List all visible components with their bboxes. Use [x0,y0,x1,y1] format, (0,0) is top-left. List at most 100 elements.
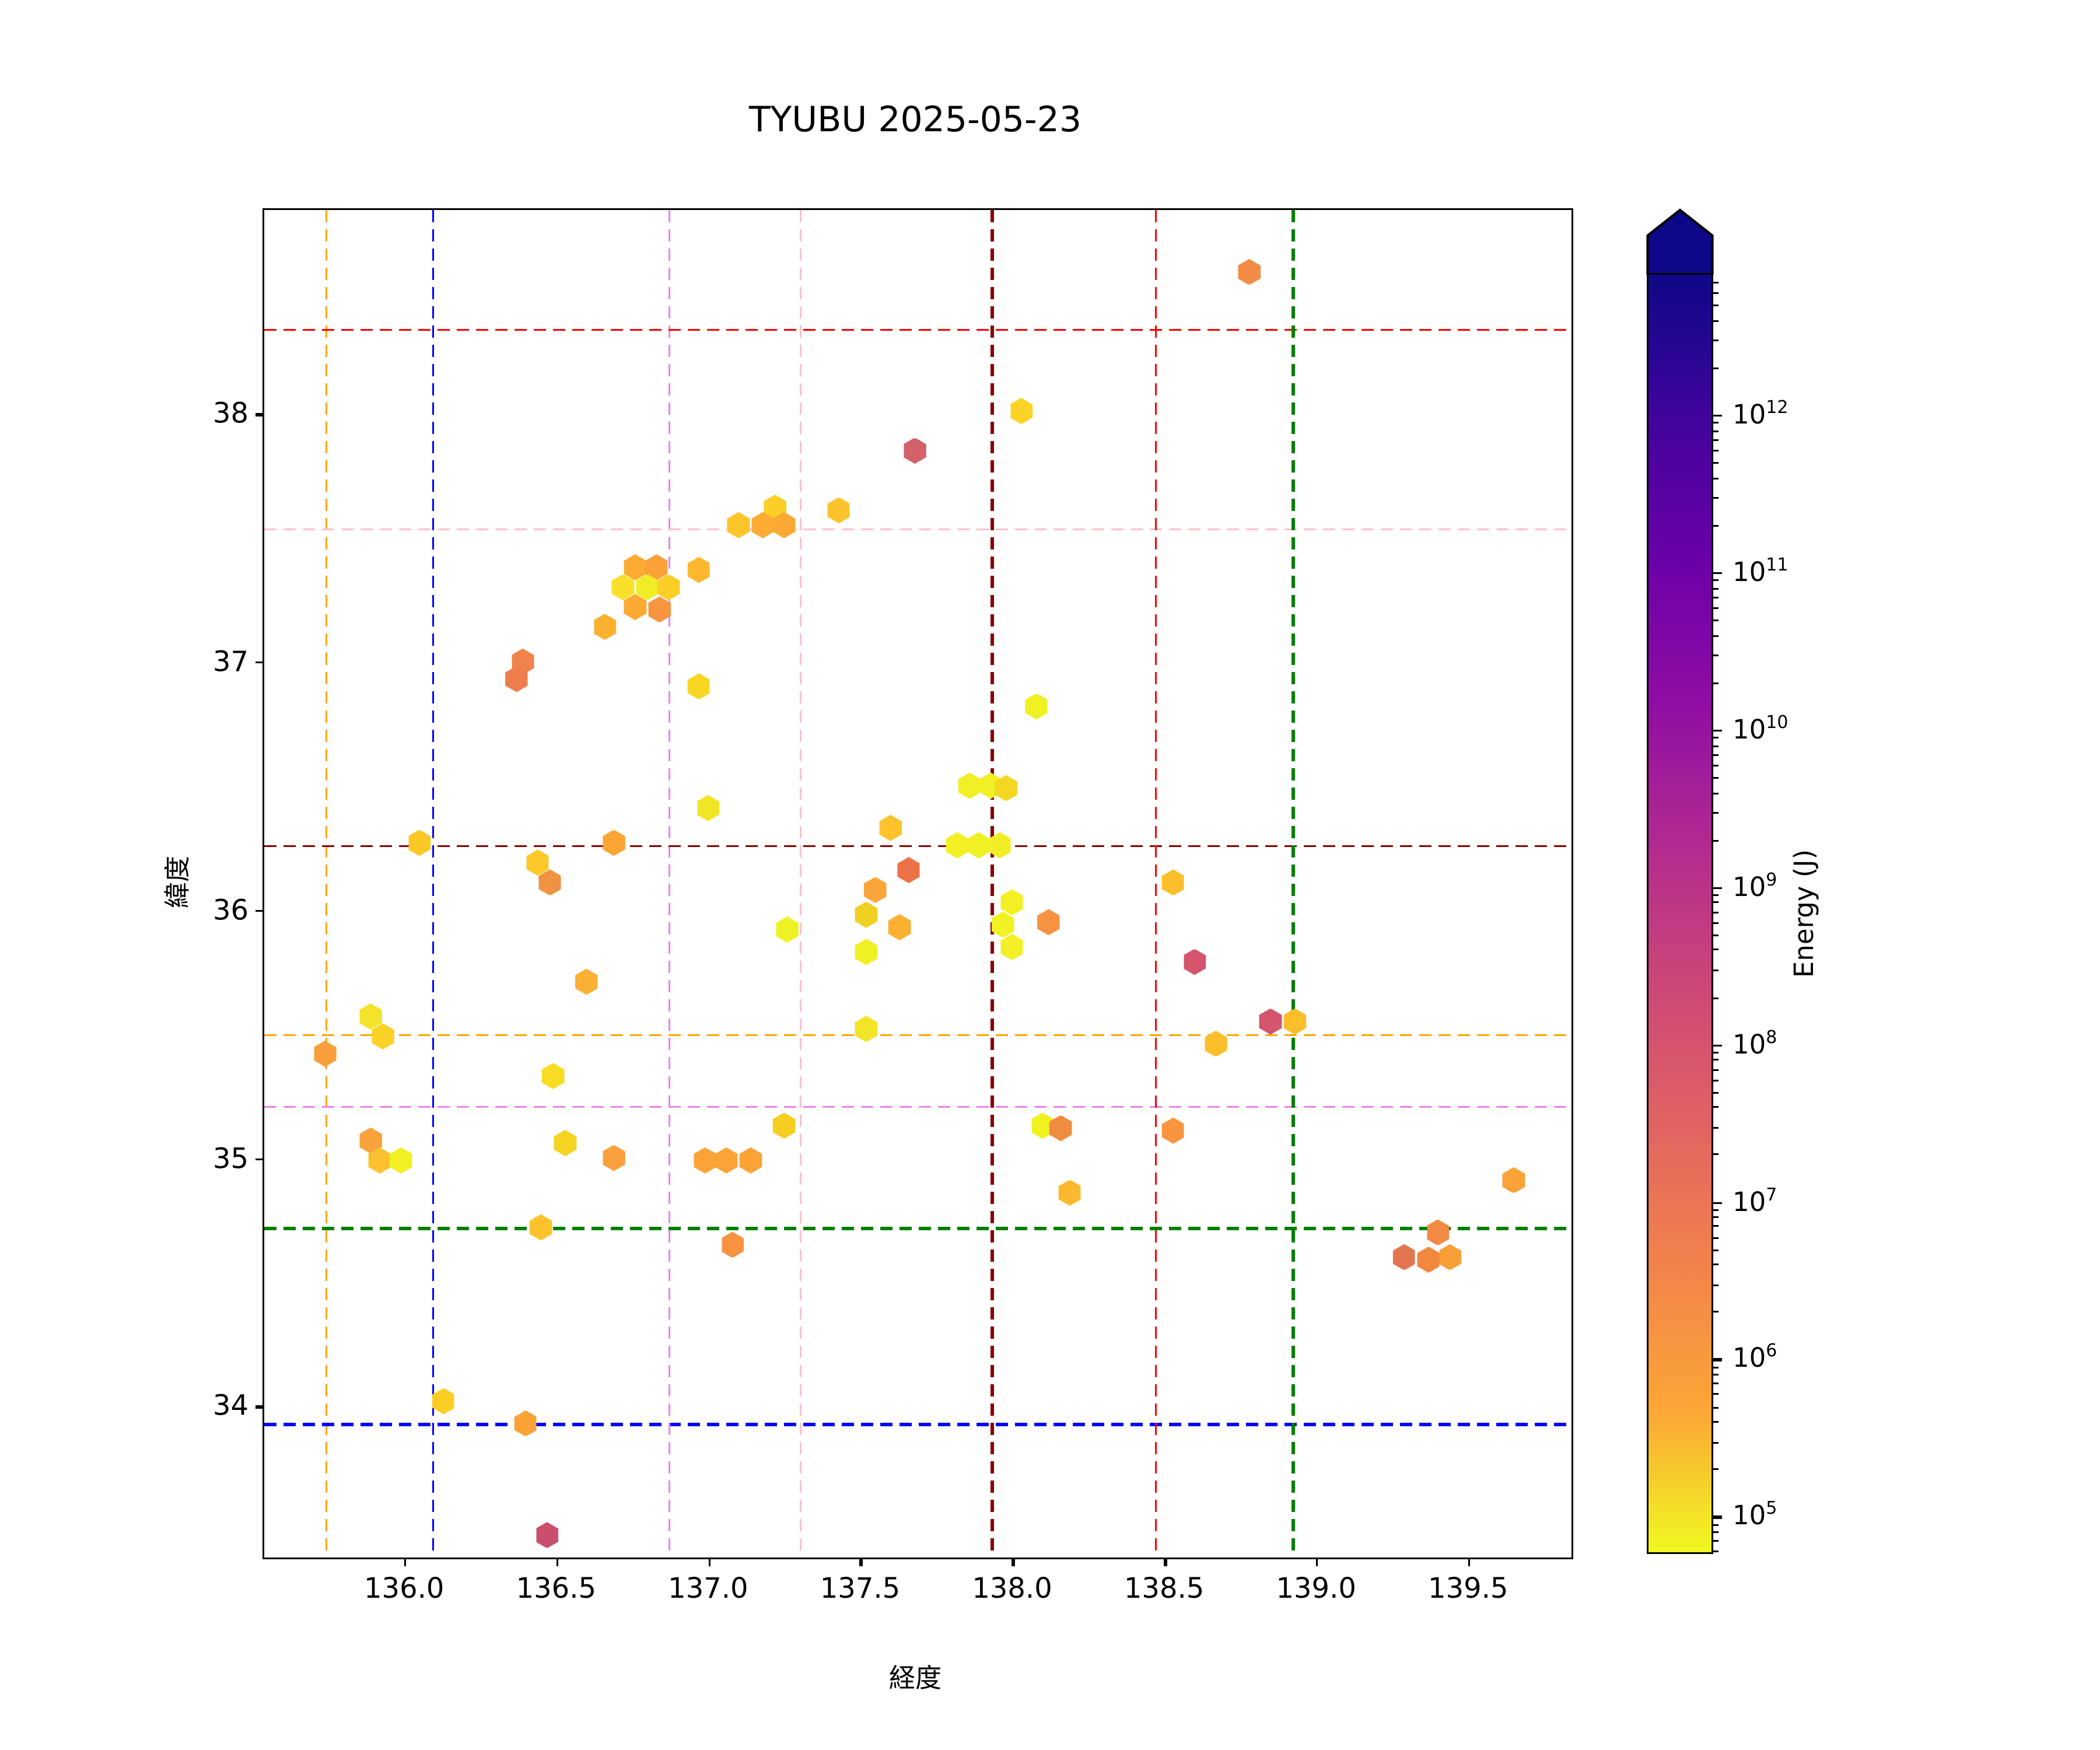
data-point-hexagon [1259,1008,1282,1035]
colorbar-minor-tick-mark [1713,292,1718,294]
data-point-hexagon [1238,258,1261,285]
colorbar-minor-tick-mark [1713,1283,1718,1286]
data-point-hexagon [888,914,911,940]
colorbar-minor-tick-mark [1713,764,1718,766]
colorbar-tick-label: 1011 [1732,556,1788,588]
x-tick-label: 136.5 [516,1572,597,1605]
crosshair-hline-green [264,1227,1572,1230]
y-tick-mark [256,413,264,416]
data-point-hexagon [1417,1246,1440,1273]
colorbar-minor-tick-mark [1713,1523,1718,1525]
colorbar-minor-tick-mark [1713,754,1718,756]
x-tick-mark [1468,1558,1471,1566]
colorbar-minor-tick-mark [1713,1383,1718,1385]
colorbar-minor-tick-mark [1713,1406,1718,1408]
data-point-hexagon [541,1063,565,1090]
colorbar-minor-tick-mark [1713,996,1718,999]
x-tick-mark [860,1558,863,1566]
data-point-hexagon [575,968,598,995]
colorbar-minor-tick-mark [1713,1311,1718,1314]
colorbar-tick-mark [1713,1516,1721,1519]
colorbar-minor-tick-mark [1713,281,1718,284]
colorbar-tick-label: 107 [1732,1185,1777,1217]
colorbar-minor-tick-mark [1713,1068,1718,1070]
data-point-hexagon [648,596,671,623]
colorbar-tick-mark [1713,1359,1721,1362]
x-tick-label: 139.5 [1428,1572,1508,1605]
crosshair-hline-blue [264,1423,1572,1426]
crosshair-vline-darkred [991,210,993,1558]
y-tick-mark [256,1406,264,1409]
colorbar-minor-tick-mark [1713,792,1718,794]
x-tick-label: 138.0 [972,1572,1052,1605]
data-point-hexagon [696,794,720,821]
y-tick-label: 34 [212,1389,249,1423]
data-point-hexagon [739,1147,762,1174]
data-point-hexagon [1161,1117,1185,1144]
data-point-hexagon [775,916,799,943]
colorbar-minor-tick-mark [1713,340,1718,342]
data-point-hexagon [1058,1180,1082,1206]
y-tick-label: 36 [212,893,249,927]
data-point-hexagon [897,857,921,884]
colorbar-minor-tick-mark [1713,1421,1718,1423]
colorbar-minor-tick-mark [1713,969,1718,971]
x-tick-mark [1316,1558,1319,1566]
crosshair-vline-orange [325,210,328,1558]
colorbar-minor-tick-mark [1713,1091,1718,1094]
colorbar-minor-tick-mark [1713,1226,1718,1228]
colorbar: Energy (J) 1012 1011 1010 109 108 107 106 105 [1646,208,1820,1554]
colorbar-minor-tick-mark [1713,839,1718,841]
x-axis-label: 経度 [888,1662,942,1694]
colorbar-minor-tick-mark [1713,449,1718,452]
colorbar-tick-label: 106 [1732,1343,1777,1375]
colorbar-minor-tick-mark [1713,1079,1718,1081]
colorbar-gradient [1647,273,1713,1554]
colorbar-minor-tick-mark [1713,634,1718,636]
data-point-hexagon [1283,1008,1307,1035]
data-point-hexagon [1438,1244,1461,1270]
data-point-hexagon [687,673,710,700]
colorbar-tick-label: 108 [1732,1028,1777,1060]
colorbar-minor-tick-mark [1713,1469,1718,1471]
data-point-hexagon [721,1231,744,1258]
crosshair-vline-blue [431,210,434,1558]
data-point-hexagon [1010,398,1033,425]
colorbar-tick-mark [1713,729,1721,732]
data-point-hexagon [529,1214,552,1241]
data-point-hexagon [602,1144,625,1171]
data-point-hexagon [593,614,617,640]
data-point-hexagon [1426,1219,1450,1246]
colorbar-minor-tick-mark [1713,304,1718,307]
x-tick-label: 138.5 [1124,1572,1205,1605]
data-point-hexagon [1183,949,1206,975]
colorbar-minor-tick-mark [1713,429,1718,432]
crosshair-vline-green [1292,210,1294,1558]
colorbar-minor-tick-mark [1713,1531,1718,1534]
colorbar-minor-tick-mark [1713,654,1718,656]
colorbar-minor-tick-mark [1713,736,1718,738]
y-tick-mark [256,1158,264,1160]
y-tick-label: 38 [212,397,249,430]
x-tick-label: 136.0 [364,1572,444,1605]
colorbar-minor-tick-mark [1713,1209,1718,1211]
colorbar-label: Energy (J) [1788,849,1820,978]
data-point-hexagon [1000,889,1024,916]
colorbar-minor-tick-mark [1713,579,1718,581]
data-point-hexagon [687,556,710,583]
colorbar-minor-tick-mark [1713,477,1718,480]
y-tick-mark [256,909,264,912]
crosshair-vline-pink [799,210,802,1558]
data-point-hexagon [903,438,926,464]
colorbar-tick-mark [1713,887,1721,889]
colorbar-tick-label: 1010 [1732,713,1788,746]
colorbar-minor-tick-mark [1713,320,1718,322]
data-point-hexagon [602,830,625,856]
colorbar-minor-tick-mark [1713,496,1718,499]
data-point-hexagon [432,1388,455,1415]
colorbar-minor-tick-mark [1713,1541,1718,1543]
y-tick-mark [256,662,264,664]
x-tick-label: 139.0 [1276,1572,1356,1605]
